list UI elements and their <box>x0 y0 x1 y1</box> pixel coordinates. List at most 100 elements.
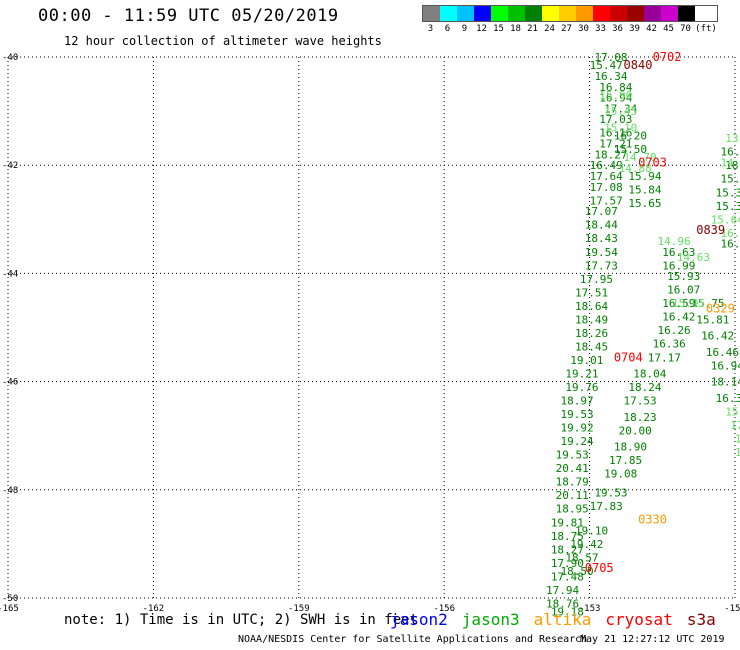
wave-height-label: 14.45 <box>720 156 740 169</box>
wave-height-label: 19.21 <box>565 367 598 380</box>
wave-height-label: 18.50 <box>561 565 594 578</box>
wave-height-label: 15.10 <box>604 121 637 134</box>
wave-height-label: 17.34 <box>604 102 637 115</box>
color-scale-label: 36 <box>612 24 623 34</box>
generated-timestamp: May 21 12:27:12 UTC 2019 <box>580 634 725 645</box>
color-scale-label: 42 <box>646 24 657 34</box>
x-tick-label: -162 <box>143 604 165 614</box>
wave-height-label: 16.59 <box>662 297 695 310</box>
wave-height-label: 18.04 <box>633 367 666 380</box>
wave-height-label: 17.08 <box>594 51 627 64</box>
color-swatch <box>542 6 559 21</box>
wave-height-label: 16.07 <box>667 284 700 297</box>
wave-height-label: 15.36 <box>716 186 740 199</box>
wave-height-label: 14.63 <box>677 251 710 264</box>
wave-height-label: 16.99 <box>662 259 695 272</box>
wave-height-label: 15.47 <box>590 59 623 72</box>
wave-height-label: 17.83 <box>590 500 623 513</box>
wave-height-label: 18.27 <box>551 543 584 556</box>
y-tick-label: -50 <box>2 594 18 604</box>
wave-height-label: 17.17 <box>648 351 681 364</box>
wave-height-label: 18.96 <box>725 159 740 172</box>
wave-height-label: 16.63 <box>662 246 695 259</box>
wave-height-label: 15.94 <box>628 170 661 183</box>
satellite-legend: jason2 jason3 altika cryosat s3a <box>390 610 716 629</box>
wave-height-label: 19.01 <box>570 354 603 367</box>
color-scale-label: 27 <box>561 24 572 34</box>
color-swatch <box>457 6 474 21</box>
color-swatch <box>491 6 508 21</box>
x-tick-label: -153 <box>579 604 601 614</box>
wave-height-label: 16.42 <box>662 311 695 324</box>
wave-height-label: 19.08 <box>604 468 637 481</box>
wave-height-label: 17.73 <box>585 259 618 272</box>
wave-height-label: 18.75 <box>551 530 584 543</box>
wave-height-label: 14.70 <box>624 151 657 164</box>
wave-height-label: 14.96 <box>657 235 690 248</box>
wave-height-label: 15.75 <box>691 297 724 310</box>
color-scale-label: 45 <box>663 24 674 34</box>
time-label: 0705 <box>585 561 614 575</box>
satellite-label-jason3: jason3 <box>461 610 520 629</box>
color-scale-label: 24 <box>544 24 555 34</box>
color-scale-label: (ft) <box>695 24 717 34</box>
color-swatch <box>525 6 542 21</box>
wave-height-label: 19.53 <box>561 408 594 421</box>
wave-height-label: 15.84 <box>628 184 661 197</box>
x-tick-label: -156 <box>433 604 455 614</box>
wave-height-label: 16.37 <box>716 392 740 405</box>
color-swatch <box>678 6 695 21</box>
time-label: 0840 <box>624 58 653 72</box>
color-swatch <box>474 6 491 21</box>
y-tick-label: -40 <box>2 53 18 63</box>
wave-height-label: 16.55 <box>720 146 740 159</box>
wave-height-label: 17.21 <box>599 138 632 151</box>
chart-title: 00:00 - 11:59 UTC 05/20/2019 <box>38 6 339 26</box>
x-tick-label: -165 <box>0 604 19 614</box>
wave-height-label: 15.50 <box>614 143 647 156</box>
y-tick-label: -46 <box>2 378 18 388</box>
wave-height-label: 18.79 <box>556 476 589 489</box>
wave-height-label: 20.41 <box>556 462 589 475</box>
wave-height-label: 18.76 <box>546 597 579 610</box>
color-scale-label: 3 <box>427 24 434 34</box>
wave-height-label: 18.43 <box>585 232 618 245</box>
wave-height-label: 18.45 <box>575 340 608 353</box>
credit-text: NOAA/NESDIS Center for Satellite Applica… <box>238 634 588 645</box>
wave-height-label: 19.81 <box>551 516 584 529</box>
wave-height-label: 16.49 <box>590 159 623 172</box>
wave-height-label: 19.18 <box>551 606 584 619</box>
y-tick-label: -44 <box>2 269 18 279</box>
time-label: 0330 <box>638 513 667 527</box>
wave-height-label: 20.00 <box>619 424 652 437</box>
wave-height-label: 16.18 <box>720 238 740 251</box>
color-swatch <box>644 6 661 21</box>
wave-height-label: 13.9 <box>725 132 740 145</box>
color-scale-label: 6 <box>444 24 451 34</box>
wave-height-label: 18.64 <box>575 300 608 313</box>
color-scale-labels: 3 6 9 12 15 18 21 24 27 30 33 36 39 42 45 70 (ft) <box>422 24 718 34</box>
wave-height-label: 16.42 <box>701 330 734 343</box>
wave-height-label: 19.53 <box>556 449 589 462</box>
wave-height-label: 20.11 <box>556 489 589 502</box>
wave-height-label: 15.12 <box>720 173 740 186</box>
color-swatch <box>593 6 610 21</box>
color-scale-label: 30 <box>578 24 589 34</box>
color-scale-label: 21 <box>527 24 538 34</box>
time-label: 0704 <box>614 350 643 364</box>
wave-height-label: 18.95 <box>556 503 589 516</box>
x-tick-label: -159 <box>288 604 310 614</box>
color-scale-label: 33 <box>595 24 606 34</box>
x-tick-label: -150 <box>724 604 740 614</box>
wave-height-label: 16.26 <box>657 324 690 337</box>
wave-height-label: 19.54 <box>585 246 618 259</box>
satellite-label-jason2: jason2 <box>390 610 448 629</box>
wave-height-label: 15.90 <box>599 89 632 102</box>
wave-height-label: 17.64 <box>590 170 623 183</box>
wave-height-label: 16.67 <box>735 432 740 445</box>
color-swatch <box>661 6 678 21</box>
y-tick-label: -48 <box>2 486 18 496</box>
color-scale-label: 18 <box>510 24 521 34</box>
wave-height-label: 16.20 <box>614 129 647 142</box>
